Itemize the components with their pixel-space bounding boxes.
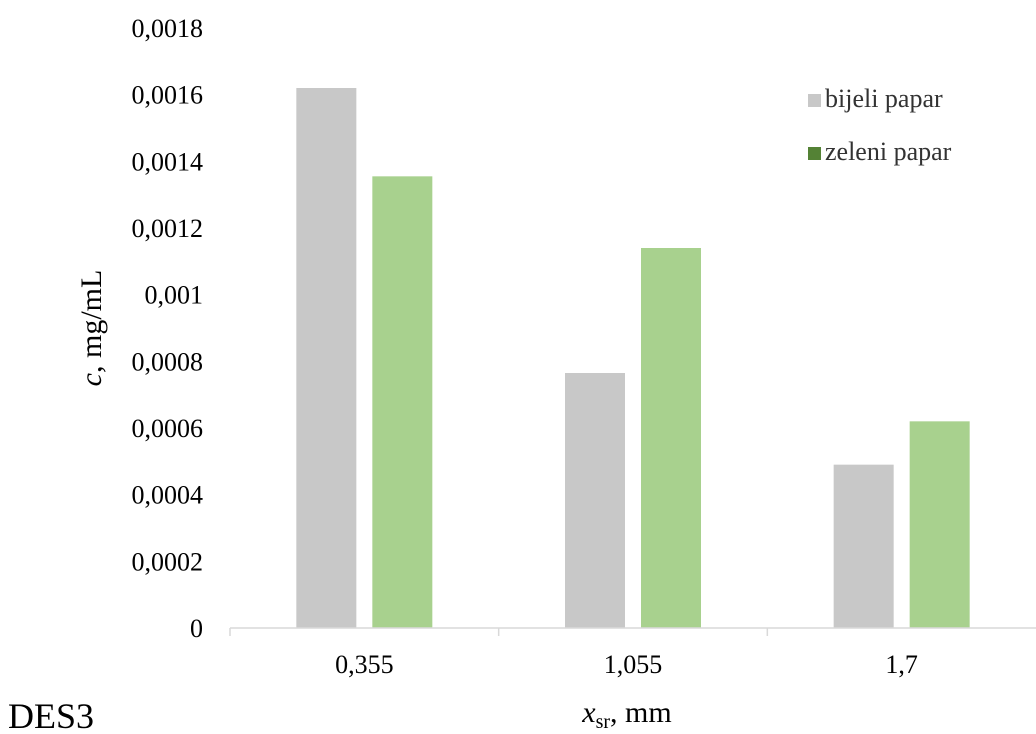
legend-label-zeleni: zeleni papar	[825, 137, 952, 166]
y-tick-label: 0,0014	[132, 147, 204, 176]
x-axis-tick-labels: 0,355 1,055 1,7	[335, 650, 918, 679]
y-axis-unit: , mg/mL	[75, 270, 108, 373]
x-axis-variable: x	[581, 696, 596, 729]
y-tick-label: 0,0006	[132, 414, 204, 443]
legend-label-bijeli: bijeli papar	[825, 84, 943, 113]
x-tick-label: 1,055	[604, 650, 663, 679]
y-tick-label: 0,001	[145, 281, 204, 310]
bar-bijeli-0	[296, 88, 357, 628]
x-axis-subscript: sr	[596, 711, 611, 733]
y-tick-label: 0,0008	[132, 347, 204, 376]
y-axis-title: c, mg/mL	[75, 270, 108, 387]
y-tick-label: 0,0002	[132, 547, 204, 576]
bar-zeleni-0	[372, 176, 433, 629]
bars-group	[296, 88, 970, 629]
x-tick-label: 0,355	[335, 650, 394, 679]
y-tick-label: 0,0018	[132, 14, 204, 43]
bar-zeleni-1	[641, 248, 701, 628]
x-axis-unit: , mm	[610, 696, 672, 729]
bar-bijeli-2	[833, 464, 894, 628]
panel-label: DES3	[8, 696, 94, 734]
y-tick-label: 0,0004	[132, 481, 204, 510]
y-tick-label: 0,0016	[132, 81, 204, 110]
x-tick-label: 1,7	[885, 650, 918, 679]
y-tick-label: 0	[190, 614, 203, 643]
y-tick-label: 0,0012	[132, 214, 204, 243]
y-axis-tick-labels: 0 0,0002 0,0004 0,0006 0,0008 0,001 0,0012 0,00…	[132, 14, 204, 643]
y-axis-variable: c	[75, 373, 108, 386]
bar-zeleni-2	[909, 421, 970, 628]
legend-swatch-zeleni	[808, 147, 821, 160]
legend-swatch-bijeli	[808, 94, 821, 107]
bar-bijeli-1	[565, 373, 625, 628]
x-axis-title: xsr, mm	[581, 696, 671, 733]
legend: bijeli papar zeleni papar	[808, 84, 952, 166]
x-axis-ticks	[229, 628, 769, 636]
